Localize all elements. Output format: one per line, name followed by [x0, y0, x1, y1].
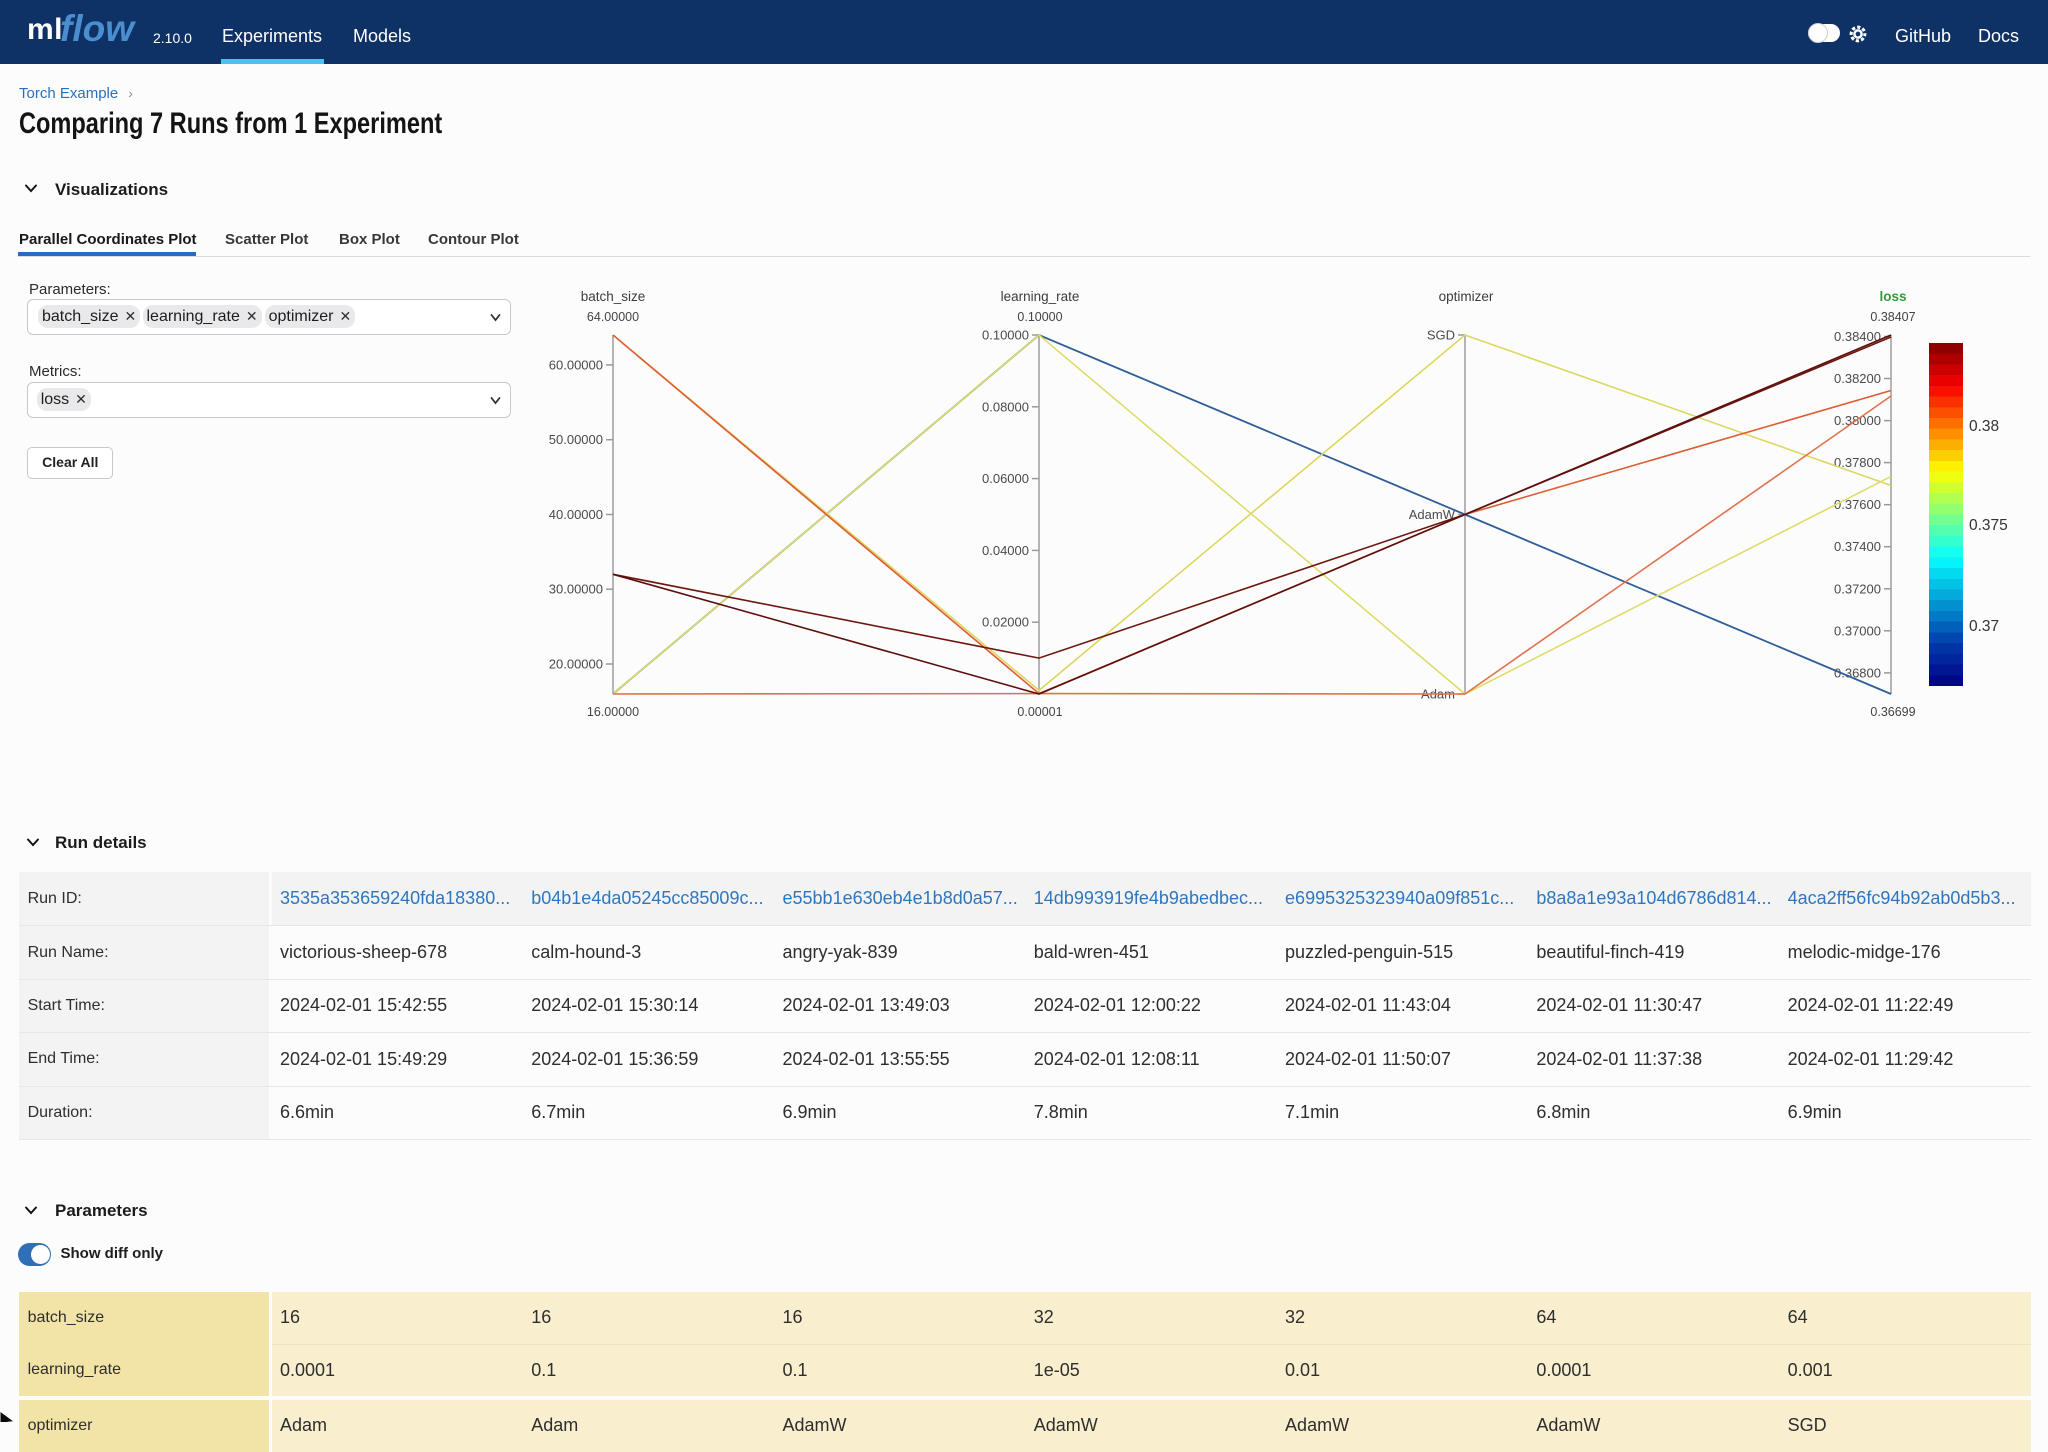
svg-text:64.00000: 64.00000 — [587, 310, 639, 324]
svg-text:0.10000: 0.10000 — [1017, 310, 1062, 324]
svg-text:16.00000: 16.00000 — [587, 705, 639, 719]
svg-text:0.375: 0.375 — [1969, 517, 2008, 534]
svg-text:0.38407: 0.38407 — [1870, 310, 1915, 324]
svg-text:50.00000: 50.00000 — [549, 432, 603, 447]
svg-text:0.37200: 0.37200 — [1834, 581, 1881, 596]
svg-text:0.08000: 0.08000 — [982, 399, 1029, 414]
svg-text:30.00000: 30.00000 — [549, 582, 603, 597]
svg-text:0.37400: 0.37400 — [1834, 539, 1881, 554]
svg-text:40.00000: 40.00000 — [549, 507, 603, 522]
svg-text:optimizer: optimizer — [1439, 289, 1494, 304]
svg-text:0.38000: 0.38000 — [1834, 413, 1881, 428]
svg-text:0.36800: 0.36800 — [1834, 665, 1881, 680]
svg-text:SGD: SGD — [1427, 328, 1455, 343]
svg-text:learning_rate: learning_rate — [1001, 289, 1080, 304]
svg-text:60.00000: 60.00000 — [549, 357, 603, 372]
svg-text:0.38400: 0.38400 — [1834, 329, 1881, 344]
svg-text:0.37600: 0.37600 — [1834, 497, 1881, 512]
svg-text:0.36699: 0.36699 — [1870, 705, 1915, 719]
svg-text:0.38200: 0.38200 — [1834, 371, 1881, 386]
svg-text:0.06000: 0.06000 — [982, 471, 1029, 486]
svg-text:0.10000: 0.10000 — [982, 328, 1029, 343]
svg-text:batch_size: batch_size — [581, 289, 646, 304]
svg-text:0.37: 0.37 — [1969, 618, 1999, 635]
svg-text:0.00001: 0.00001 — [1017, 705, 1062, 719]
svg-text:20.00000: 20.00000 — [549, 657, 603, 672]
svg-text:0.02000: 0.02000 — [982, 615, 1029, 630]
svg-text:0.37000: 0.37000 — [1834, 623, 1881, 638]
svg-text:0.04000: 0.04000 — [982, 543, 1029, 558]
svg-text:AdamW: AdamW — [1409, 507, 1456, 522]
svg-text:loss: loss — [1879, 289, 1906, 304]
svg-text:0.38: 0.38 — [1969, 418, 1999, 435]
svg-text:0.37800: 0.37800 — [1834, 455, 1881, 470]
